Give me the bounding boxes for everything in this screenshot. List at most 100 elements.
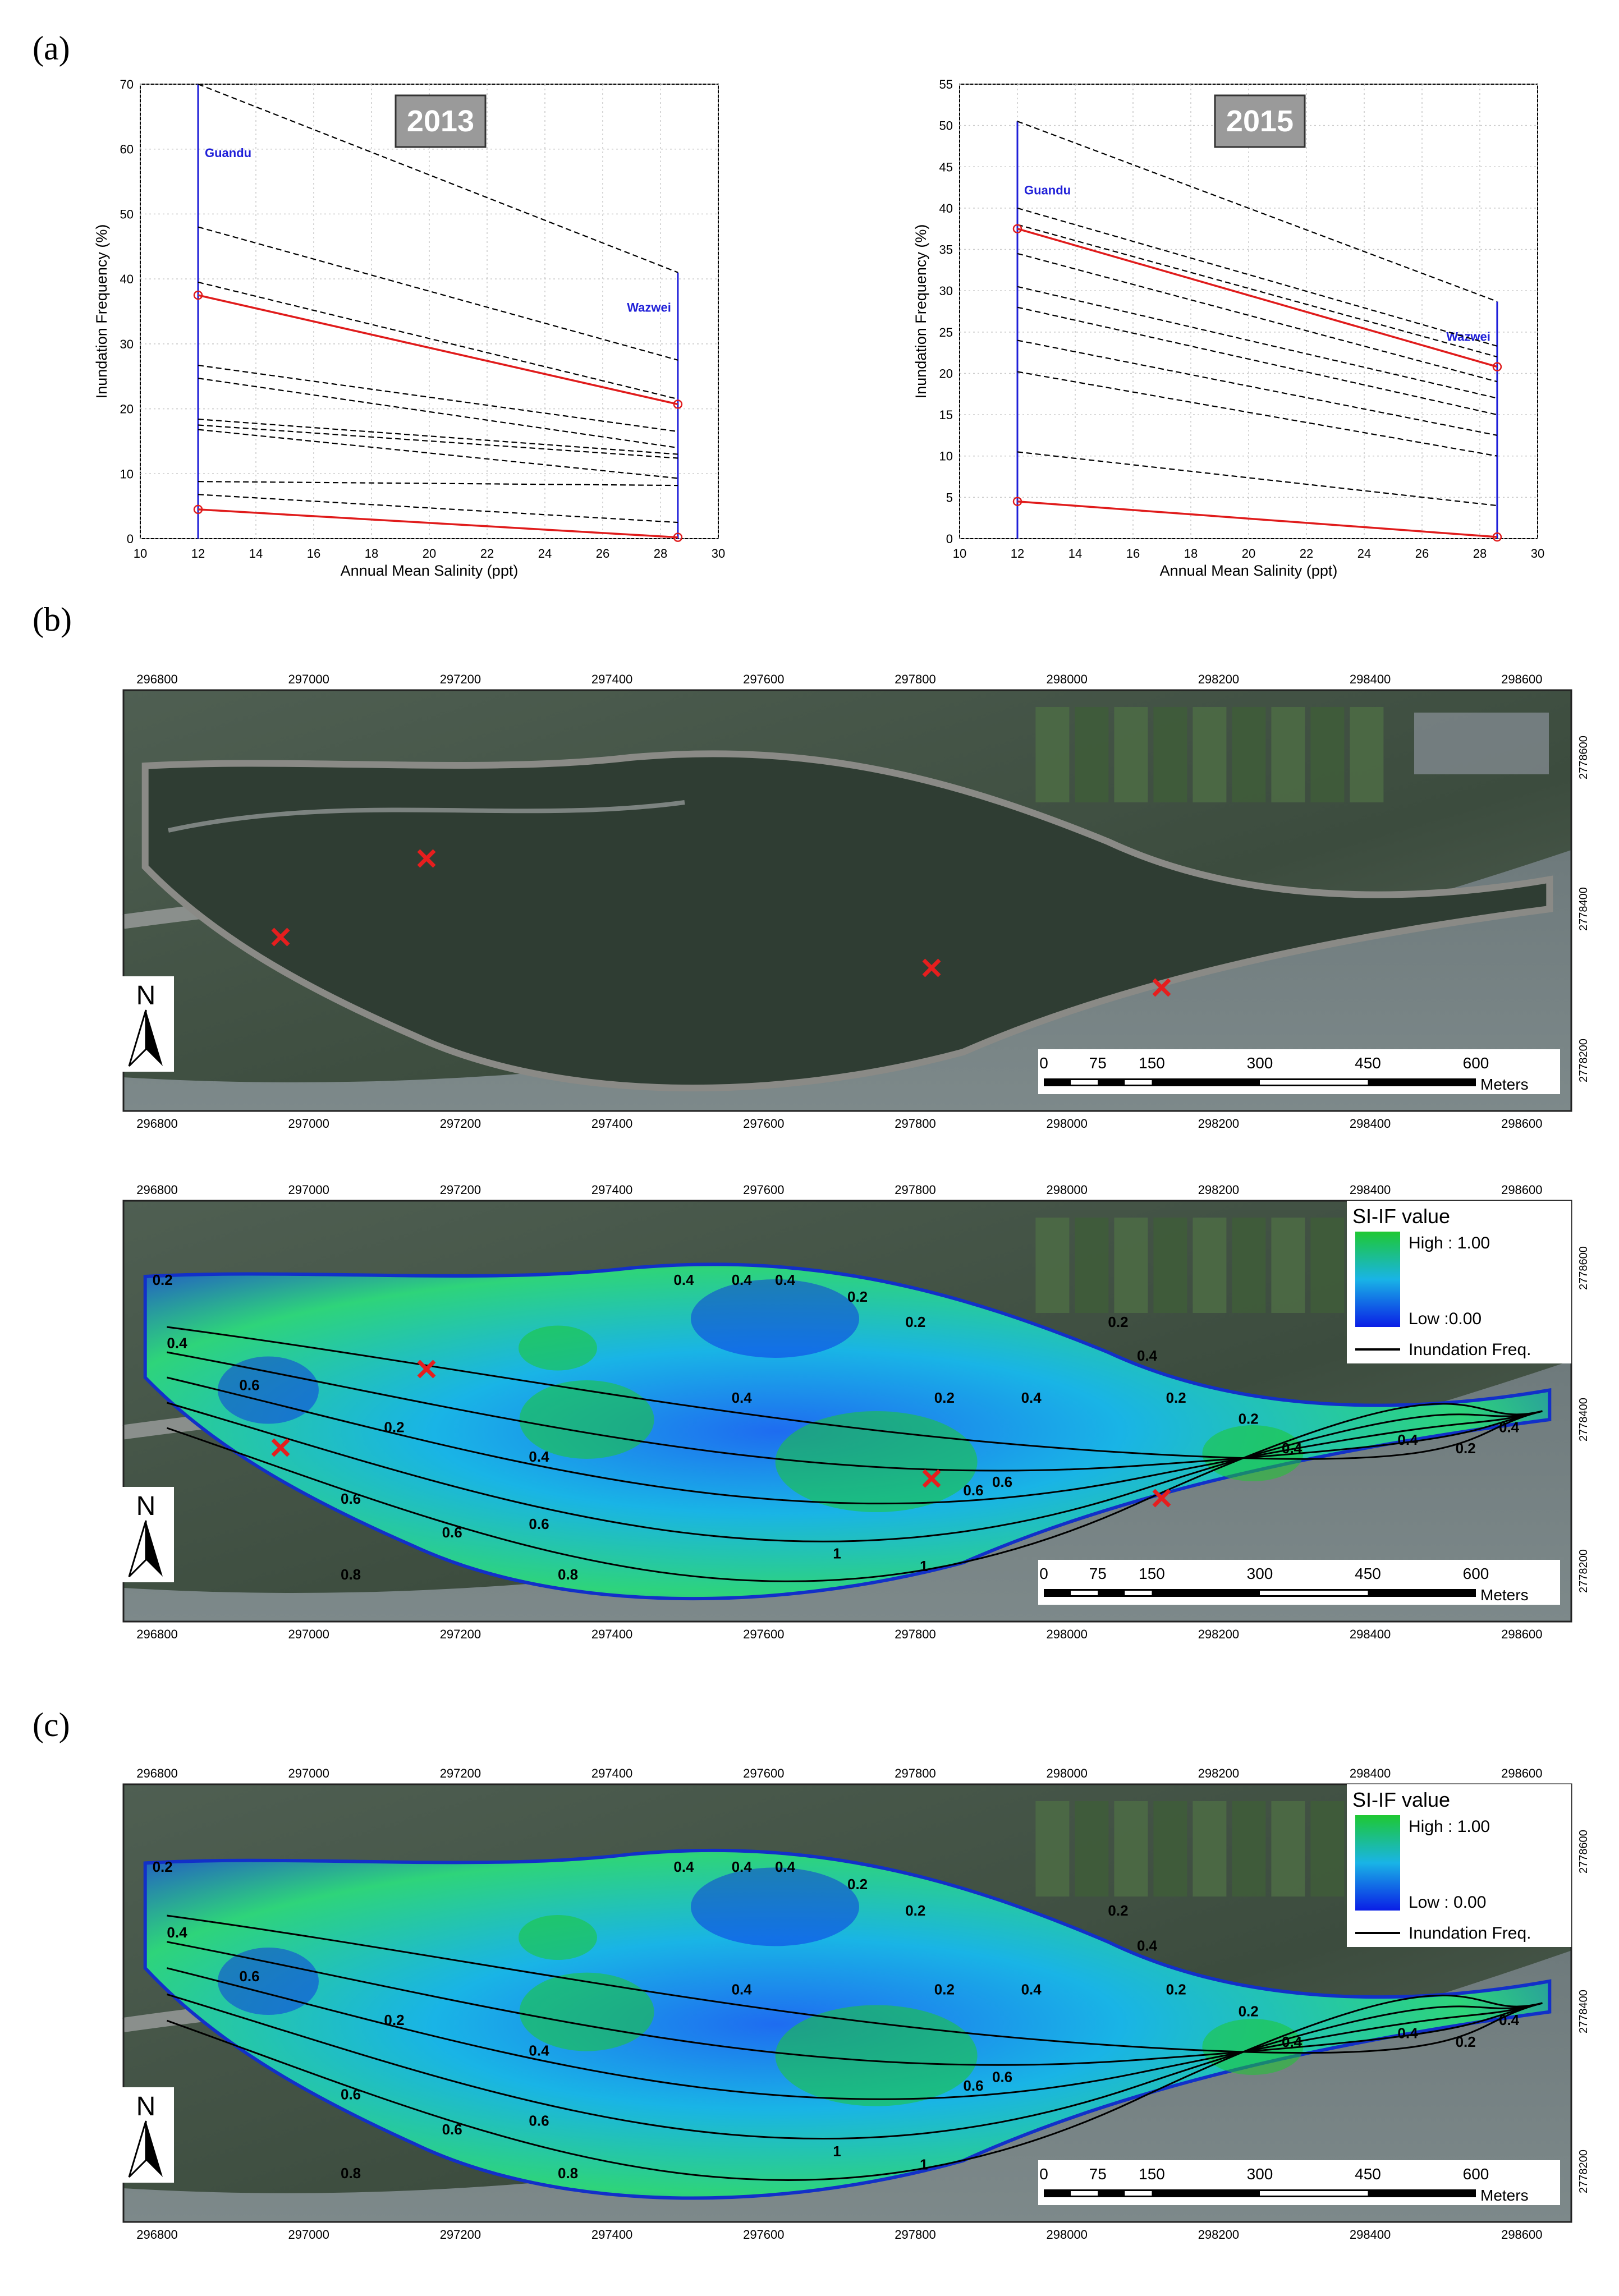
contour-label: 0.2 (934, 1389, 955, 1406)
chart-title: 2015 (1226, 104, 1294, 138)
x-tick-label: 24 (538, 547, 552, 561)
field-patch (1310, 707, 1345, 802)
scalebar-tick-label: 150 (1139, 1565, 1165, 1582)
legend-high-label: High : 1.00 (1409, 1817, 1490, 1836)
contour-label: 0.2 (1108, 1314, 1128, 1330)
map-y-tick-label: 2778400 (1577, 887, 1590, 931)
y-tick-label: 0 (946, 532, 953, 546)
x-tick-label: 10 (953, 547, 966, 561)
map-x-tick-label-top: 298000 (1046, 1766, 1087, 1780)
contour-label: 0.2 (905, 1902, 925, 1919)
field-patch (1114, 1218, 1148, 1313)
dashed-series-line (198, 481, 678, 486)
sampling-site-marker (1152, 978, 1171, 997)
dashed-series-line (1017, 371, 1498, 457)
dashed-series-line (1017, 252, 1498, 383)
x-axis-label: Annual Mean Salinity (ppt) (1160, 562, 1338, 579)
contour-label: 0.6 (239, 1968, 259, 1985)
high-si-if-patch (519, 1325, 597, 1371)
contour-label: 0.8 (341, 1566, 361, 1583)
contour-label: 0.4 (1282, 2033, 1302, 2050)
map-x-tick-label-bottom: 297800 (895, 1117, 935, 1131)
building-block (1414, 713, 1549, 774)
map-x-tick-label-top: 297600 (743, 672, 784, 686)
map-y-tick-label: 2778200 (1577, 2150, 1590, 2193)
year-badge (395, 94, 487, 148)
station-label: Guandu (1024, 183, 1071, 197)
river-water (123, 850, 1571, 1111)
scalebar-tick-label: 600 (1463, 2165, 1489, 2183)
high-si-if-patch (1202, 2019, 1304, 2075)
map-x-tick-label-top: 298600 (1501, 1183, 1542, 1197)
inundation-chart-2015: 10 12 14 16 18 20 22 24 26 28 30 0 5 10 15 20 25 30 35 40 45… (912, 77, 1544, 579)
series-endpoint-marker (1012, 497, 1022, 506)
x-tick-label: 26 (1415, 547, 1429, 561)
contour-label: 0.2 (1239, 2003, 1259, 2019)
scalebar-tick-label: 0 (1039, 2165, 1048, 2183)
high-si-if-patch (519, 1380, 654, 1459)
river-water (123, 1361, 1571, 1622)
contour-label: 0.4 (732, 1389, 753, 1406)
red-regression-line (1017, 228, 1498, 368)
contour-label: 0.6 (529, 1516, 549, 1532)
contour-label: 0.6 (442, 1524, 462, 1541)
contour-label: 0.4 (673, 1271, 694, 1288)
y-axis-label: Inundation Frequency (%) (93, 224, 110, 399)
map-x-tick-label-bottom: 297200 (440, 1117, 481, 1131)
contour-label: 0.4 (1499, 2012, 1520, 2028)
contour-label: 0.4 (673, 1858, 694, 1875)
scalebar-tick-label: 300 (1247, 1054, 1273, 1072)
contour-label: 0.6 (341, 2086, 361, 2103)
scalebar-box (1038, 1560, 1560, 1605)
inundation-contour-line (166, 1403, 1543, 1582)
contour-label: 0.2 (153, 1271, 173, 1288)
field-patch (1350, 707, 1384, 802)
sampling-site-marker (922, 1469, 941, 1488)
map-x-tick-label-bottom: 297000 (288, 2228, 329, 2242)
map-x-tick-label-top: 296800 (136, 672, 177, 686)
y-tick-label: 15 (939, 408, 953, 422)
map-x-tick-label-top: 296800 (136, 1183, 177, 1197)
contour-label: 0.4 (1499, 1419, 1520, 1436)
y-tick-label: 30 (939, 284, 953, 298)
contour-label: 0.4 (1282, 1440, 1302, 1457)
scalebar-unit: Meters (1480, 1076, 1529, 1093)
x-tick-label: 14 (249, 547, 263, 561)
series-endpoint-marker (1492, 532, 1502, 542)
north-arrow-icon (146, 1010, 163, 1066)
field-patch (1271, 1218, 1305, 1313)
y-tick-label: 40 (120, 272, 134, 286)
field-patch (1232, 1801, 1266, 1897)
y-tick-label: 45 (939, 160, 953, 174)
y-tick-label: 60 (120, 143, 134, 157)
inundation-contour-line (166, 1993, 1543, 2140)
map-x-tick-label-bottom: 298200 (1198, 1117, 1239, 1131)
map-x-tick-label-top: 298400 (1350, 672, 1391, 686)
dashed-series-line (198, 494, 678, 524)
contour-label: 0.2 (934, 1981, 955, 1997)
si-if-map-2013: 296800 296800 297000 297000 297200 297200 2974… (118, 1183, 1590, 1641)
map-x-tick-label-top: 297200 (440, 1766, 481, 1780)
field-patch (1193, 707, 1227, 802)
y-tick-label: 0 (127, 532, 134, 546)
year-badge (1214, 94, 1306, 148)
field-patch (1035, 1801, 1070, 1897)
map-x-tick-label-bottom: 298200 (1198, 2228, 1239, 2242)
map-x-tick-label-top: 297400 (591, 1766, 632, 1780)
scalebar-segment (1125, 1591, 1152, 1595)
low-si-if-patch (218, 1356, 319, 1424)
x-tick-label: 22 (1300, 547, 1313, 561)
legend-color-ramp (1355, 1815, 1400, 1911)
field-patch (1232, 707, 1266, 802)
y-tick-label: 30 (120, 337, 134, 351)
x-tick-label: 24 (1357, 547, 1371, 561)
contour-label: 0.4 (732, 1981, 753, 1997)
dashed-series-line (1017, 224, 1498, 358)
contour-label: 0.2 (1166, 1389, 1186, 1406)
x-tick-label: 28 (654, 547, 667, 561)
map-y-tick-label: 2778600 (1577, 736, 1590, 779)
contour-label: 0.2 (1239, 1411, 1259, 1427)
map-x-tick-label-bottom: 297600 (743, 1627, 784, 1641)
map-x-tick-label-bottom: 297800 (895, 1627, 935, 1641)
y-tick-label: 70 (120, 77, 134, 91)
